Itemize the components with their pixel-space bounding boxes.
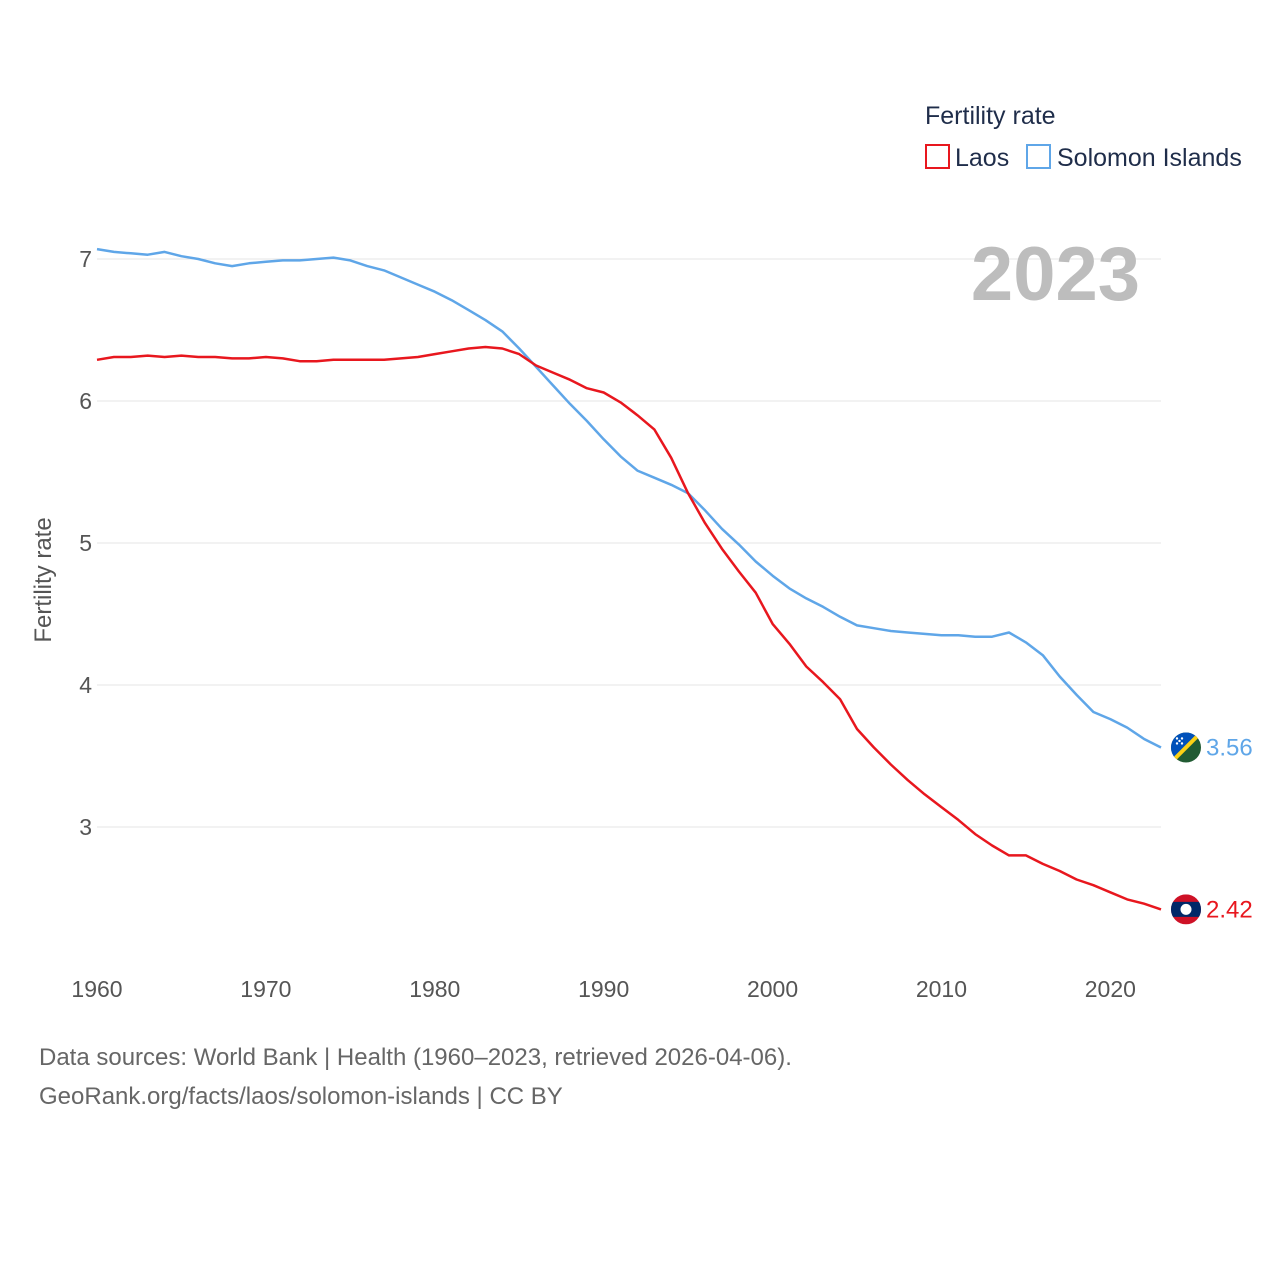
x-tick-label: 1980: [409, 976, 460, 1002]
y-tick-label: 4: [79, 672, 92, 698]
legend-label-laos: Laos: [955, 144, 1009, 172]
laos-flag-icon: [1171, 894, 1201, 925]
source-link[interactable]: GeoRank.org/facts/laos/solomon-islands |…: [39, 1083, 563, 1110]
source-line: Data sources: World Bank | Health (1960–…: [39, 1044, 792, 1071]
x-tick-label: 1970: [240, 976, 291, 1002]
y-tick-label: 7: [79, 246, 92, 272]
x-tick-label: 2000: [747, 976, 798, 1002]
legend-item-solomon-islands[interactable]: Solomon Islands: [1026, 144, 1242, 172]
solomon-islands-flag-icon: [1171, 732, 1201, 763]
legend: Fertility rate Laos Solomon Islands: [925, 102, 1242, 172]
x-tick-label: 2010: [916, 976, 967, 1002]
y-tick-label: 3: [79, 814, 92, 840]
legend-swatch-laos: [925, 144, 950, 169]
legend-label-solomon-islands: Solomon Islands: [1057, 144, 1242, 172]
legend-swatch-solomon-islands: [1026, 144, 1051, 169]
year-watermark: 2023: [971, 232, 1140, 317]
y-tick-labels: 3 4 5 6 7: [79, 246, 92, 840]
y-tick-label: 5: [79, 530, 92, 556]
x-tick-label: 1990: [578, 976, 629, 1002]
x-tick-label: 2020: [1085, 976, 1136, 1002]
x-tick-labels: 1960 1970 1980 1990 2000 2010 2020: [71, 976, 1136, 1002]
series-line-solomon-islands: [96, 247, 1162, 749]
legend-title: Fertility rate: [925, 102, 1056, 130]
y-tick-label: 6: [79, 388, 92, 414]
end-value-solomon-islands: 3.56: [1206, 734, 1253, 761]
series-line-laos: [96, 345, 1162, 911]
y-axis-label: Fertility rate: [30, 517, 57, 642]
y-gridlines: [97, 258, 1161, 828]
end-value-laos: 2.42: [1206, 896, 1253, 923]
x-tick-label: 1960: [71, 976, 122, 1002]
legend-item-laos[interactable]: Laos: [925, 144, 1009, 172]
